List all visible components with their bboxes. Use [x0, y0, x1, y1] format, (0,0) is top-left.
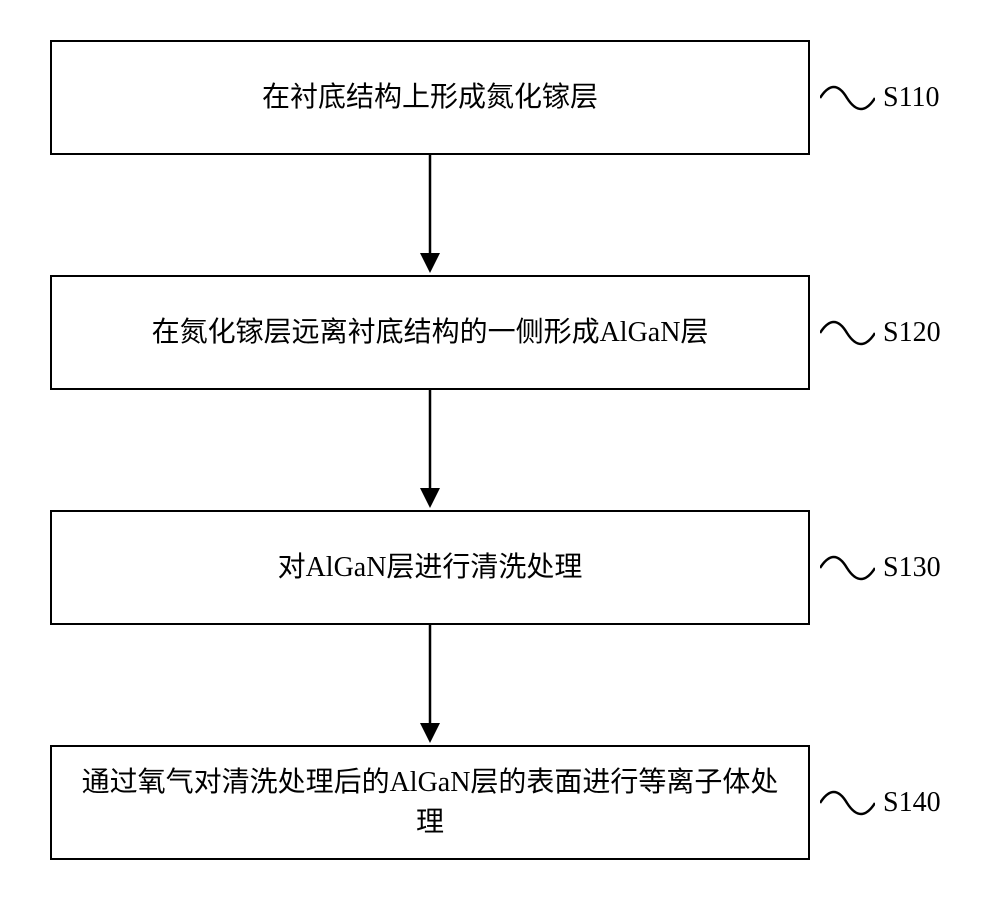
connector-wave-icon	[820, 783, 875, 823]
step-text: 在衬底结构上形成氮化镓层	[262, 78, 598, 117]
connector-wave-icon	[820, 78, 875, 118]
step-box: 在衬底结构上形成氮化镓层	[50, 40, 810, 155]
step-label: S110	[883, 82, 940, 114]
down-arrow-icon	[410, 390, 450, 510]
connector-wave-icon	[820, 548, 875, 588]
step-label-group: S110	[820, 78, 940, 118]
step-label-group: S120	[820, 313, 941, 353]
step-text: 在氮化镓层远离衬底结构的一侧形成AlGaN层	[152, 313, 709, 352]
flow-step: 对AlGaN层进行清洗处理 S130	[50, 510, 950, 625]
step-label-group: S130	[820, 548, 941, 588]
step-text: 通过氧气对清洗处理后的AlGaN层的表面进行等离子体处理	[72, 763, 788, 841]
arrow-gap	[50, 390, 810, 510]
step-box: 对AlGaN层进行清洗处理	[50, 510, 810, 625]
flow-step: 在氮化镓层远离衬底结构的一侧形成AlGaN层 S120	[50, 275, 950, 390]
connector-wave-icon	[820, 313, 875, 353]
arrow-gap	[50, 625, 810, 745]
step-label-group: S140	[820, 783, 941, 823]
step-text: 对AlGaN层进行清洗处理	[278, 548, 583, 587]
down-arrow-icon	[410, 625, 450, 745]
flow-step: 通过氧气对清洗处理后的AlGaN层的表面进行等离子体处理 S140	[50, 745, 950, 860]
step-box: 通过氧气对清洗处理后的AlGaN层的表面进行等离子体处理	[50, 745, 810, 860]
step-label: S130	[883, 552, 941, 584]
step-label: S140	[883, 787, 941, 819]
arrow-gap	[50, 155, 810, 275]
flowchart-container: 在衬底结构上形成氮化镓层 S110 在氮化镓层远离衬底结构的一侧形成AlGaN层…	[50, 40, 950, 860]
step-box: 在氮化镓层远离衬底结构的一侧形成AlGaN层	[50, 275, 810, 390]
flow-step: 在衬底结构上形成氮化镓层 S110	[50, 40, 950, 155]
step-label: S120	[883, 317, 941, 349]
down-arrow-icon	[410, 155, 450, 275]
